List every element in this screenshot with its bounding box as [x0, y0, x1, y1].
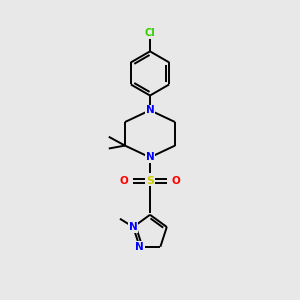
Text: N: N [146, 105, 154, 115]
Text: O: O [172, 176, 180, 186]
Text: Cl: Cl [145, 28, 155, 38]
Text: N: N [129, 222, 138, 232]
Text: O: O [120, 176, 128, 186]
Text: N: N [135, 242, 144, 252]
Text: N: N [146, 152, 154, 162]
Text: S: S [146, 176, 154, 186]
